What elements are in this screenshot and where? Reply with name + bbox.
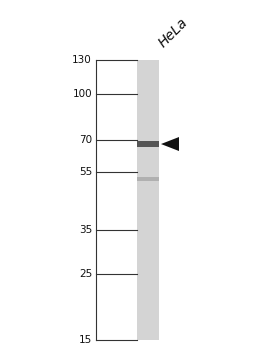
Polygon shape <box>161 137 179 151</box>
Text: 55: 55 <box>79 167 92 176</box>
Text: HeLa: HeLa <box>156 15 191 50</box>
Text: 70: 70 <box>79 135 92 145</box>
Bar <box>137 141 159 147</box>
Bar <box>137 177 159 181</box>
Text: 35: 35 <box>79 225 92 235</box>
Text: 130: 130 <box>72 55 92 65</box>
Text: 15: 15 <box>79 335 92 345</box>
Text: 25: 25 <box>79 269 92 279</box>
Bar <box>137 60 159 340</box>
Text: 100: 100 <box>72 89 92 99</box>
